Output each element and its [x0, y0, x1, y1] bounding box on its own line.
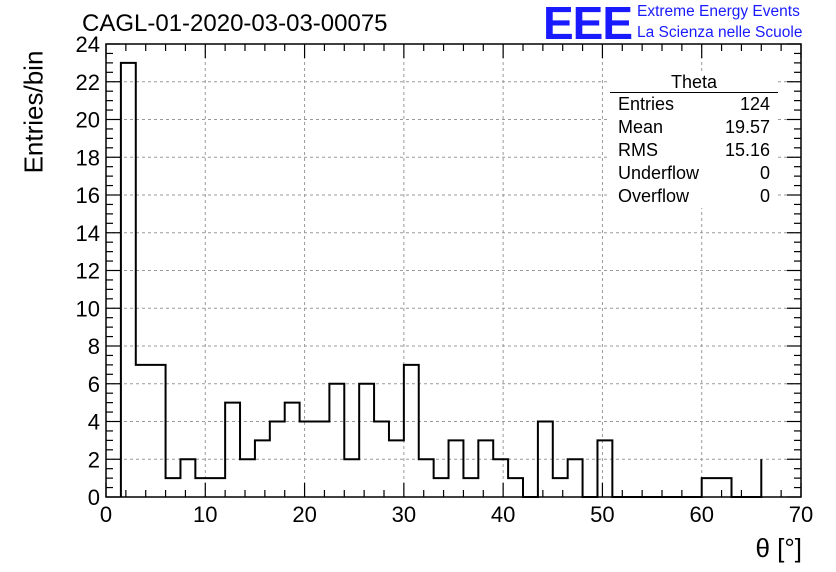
histogram-bin: [463, 478, 478, 497]
histogram-bin: [449, 440, 464, 497]
histogram-bin: [136, 365, 151, 497]
logo-line-2: La Scienza nelle Scuole: [637, 24, 803, 41]
histogram-bin: [553, 478, 568, 497]
stats-label: RMS: [618, 140, 658, 160]
y-tick-label: 8: [88, 334, 100, 359]
stats-label: Overflow: [618, 186, 690, 206]
y-tick-label: 0: [88, 485, 100, 510]
x-tick-label: 10: [193, 502, 217, 527]
stats-label: Mean: [618, 117, 664, 137]
histogram-bin: [166, 478, 181, 497]
stats-box: Theta Entries 124 Mean 19.57 RMS 15.16 Underfl…: [610, 72, 778, 208]
histogram-bin: [180, 459, 195, 497]
x-tick-label: 0: [100, 502, 112, 527]
stats-row: Mean 19.57: [610, 116, 778, 139]
y-tick-label: 2: [88, 447, 100, 472]
y-tick-label: 10: [76, 296, 100, 321]
histogram-bin: [508, 478, 523, 497]
histogram-bin: [240, 459, 255, 497]
stats-label: Underflow: [618, 163, 700, 183]
eee-logo: EEE: [543, 0, 633, 49]
stats-row: Entries 124: [610, 93, 778, 116]
histogram-bin: [359, 384, 374, 497]
histogram-bin: [434, 478, 449, 497]
x-tick-label: 40: [491, 502, 515, 527]
histogram-bin: [478, 440, 493, 497]
y-tick-label: 20: [76, 108, 100, 133]
y-tick-label: 6: [88, 372, 100, 397]
y-tick-label: 18: [76, 145, 100, 170]
histogram-bin: [568, 459, 583, 497]
histogram-bin: [493, 459, 508, 497]
y-tick-label: 24: [76, 32, 100, 57]
histogram-bin: [255, 440, 270, 497]
histogram-bin: [419, 459, 434, 497]
histogram-bin: [404, 365, 419, 497]
chart-title: CAGL-01-2020-03-03-00075: [82, 10, 388, 37]
histogram-bin: [389, 440, 404, 497]
histogram-bin: [210, 478, 225, 497]
stats-value: 19.57: [724, 117, 770, 137]
histogram-bin: [597, 440, 612, 497]
stats-label: Entries: [618, 94, 675, 114]
histogram-bin: [329, 384, 344, 497]
x-tick-label: 30: [392, 502, 416, 527]
y-tick-label: 16: [76, 183, 100, 208]
logo-line-1: Extreme Energy Events: [637, 3, 800, 20]
y-tick-label: 14: [76, 221, 100, 246]
y-tick-label: 22: [76, 70, 100, 95]
histogram-bin: [195, 478, 210, 497]
stats-row: Underflow 0: [610, 162, 778, 185]
y-tick-label: 12: [76, 259, 100, 284]
x-tick-label: 50: [590, 502, 614, 527]
stats-row: Overflow 0: [610, 185, 778, 208]
histogram-bin: [225, 403, 240, 497]
x-axis-label: θ [°]: [755, 533, 802, 563]
stats-row: RMS 15.16: [610, 139, 778, 162]
x-tick-label: 20: [292, 502, 316, 527]
histogram-bin: [285, 403, 300, 497]
x-tick-label: 70: [789, 502, 813, 527]
stats-value: 0: [759, 163, 770, 183]
histogram-bin: [151, 365, 166, 497]
stats-value: 124: [739, 94, 770, 114]
histogram-bin: [121, 63, 136, 497]
stats-title: Theta: [610, 72, 778, 93]
x-tick-label: 60: [689, 502, 713, 527]
histogram-bin: [717, 478, 732, 497]
stats-value: 0: [759, 186, 770, 206]
histogram-bin: [344, 459, 359, 497]
y-tick-label: 4: [88, 410, 100, 435]
histogram-bin: [702, 478, 717, 497]
stats-value: 15.16: [724, 140, 770, 160]
